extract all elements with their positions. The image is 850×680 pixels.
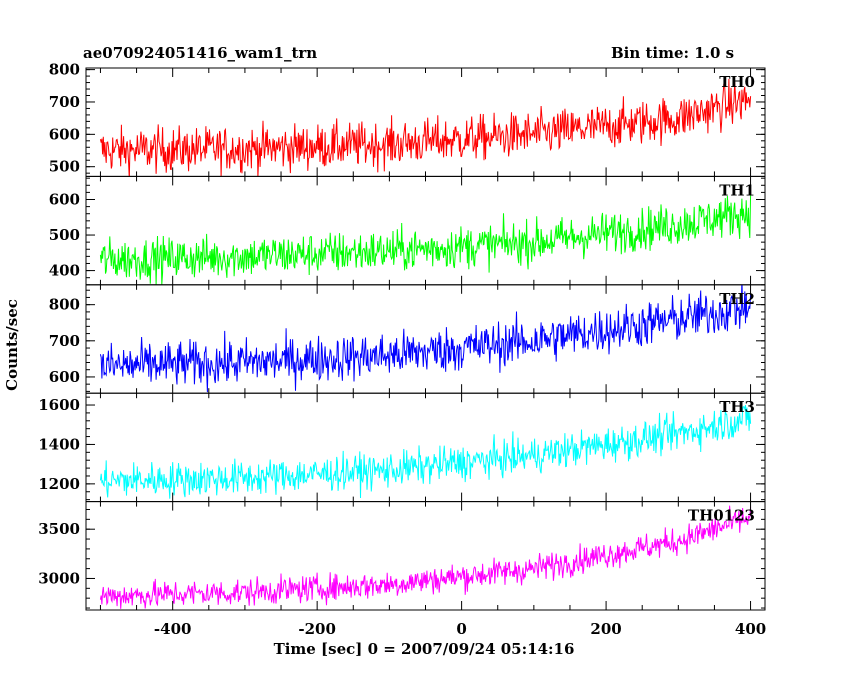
y-tick-label: 800 [49, 61, 80, 79]
x-tick-label: 200 [590, 620, 621, 638]
panel-label-th0123: TH0123 [688, 507, 755, 525]
panel-frame [85, 284, 766, 394]
panel-th3: 1200 1400 1600 TH3 [38, 392, 766, 503]
y-tick-label: 600 [49, 125, 80, 143]
bin-time-label: Bin time: 1.0 s [611, 44, 735, 62]
x-tick-label: -200 [298, 620, 336, 638]
y-tick-label: 3500 [38, 520, 80, 538]
y-tick-label: 3000 [38, 569, 80, 587]
x-tick-label: 0 [456, 620, 466, 638]
series-line-th3 [99, 405, 752, 499]
panel-th0123: 3000 3500 TH0123 [38, 501, 766, 611]
series-line-th1 [99, 194, 752, 285]
y-axis-label: Counts/sec [3, 299, 21, 391]
series-line-th2 [99, 284, 752, 393]
series-line-th0123 [99, 505, 752, 609]
y-tick-label: 600 [49, 368, 80, 386]
y-tick-label: 400 [49, 262, 80, 280]
panel-label-th0: TH0 [719, 73, 755, 91]
panel-th1: 400 500 600 TH1 [49, 175, 766, 286]
x-axis: -400 -200 0 200 400 [154, 620, 766, 638]
y-tick-label: 500 [49, 158, 80, 176]
y-tick-label: 1600 [38, 396, 80, 414]
chart-title: ae070924051416_wam1_trn [83, 44, 318, 62]
y-tick-label: 1400 [38, 435, 80, 453]
panel-th2: 600 700 800 TH2 [49, 284, 766, 394]
x-tick-label: 400 [735, 620, 766, 638]
y-tick-label: 1200 [38, 475, 80, 493]
panel-label-th3: TH3 [719, 398, 755, 416]
panel-th0: 500 600 700 800 TH0 [49, 61, 766, 177]
panel-label-th2: TH2 [719, 290, 755, 308]
panels-layer: 500 600 700 800 TH0 400 500 600 TH1 600 700 800 TH2 1… [38, 61, 766, 611]
y-tick-label: 700 [49, 93, 80, 111]
x-axis-label: Time [sec] 0 = 2007/09/24 05:14:16 [274, 640, 575, 658]
panel-frame [85, 392, 766, 503]
series-line-th0 [99, 78, 752, 177]
panel-label-th1: TH1 [719, 181, 755, 199]
x-tick-label: -400 [154, 620, 192, 638]
y-tick-label: 700 [49, 332, 80, 350]
y-tick-label: 800 [49, 296, 80, 314]
y-tick-label: 600 [49, 191, 80, 209]
panel-frame [85, 501, 766, 611]
y-tick-label: 500 [49, 226, 80, 244]
